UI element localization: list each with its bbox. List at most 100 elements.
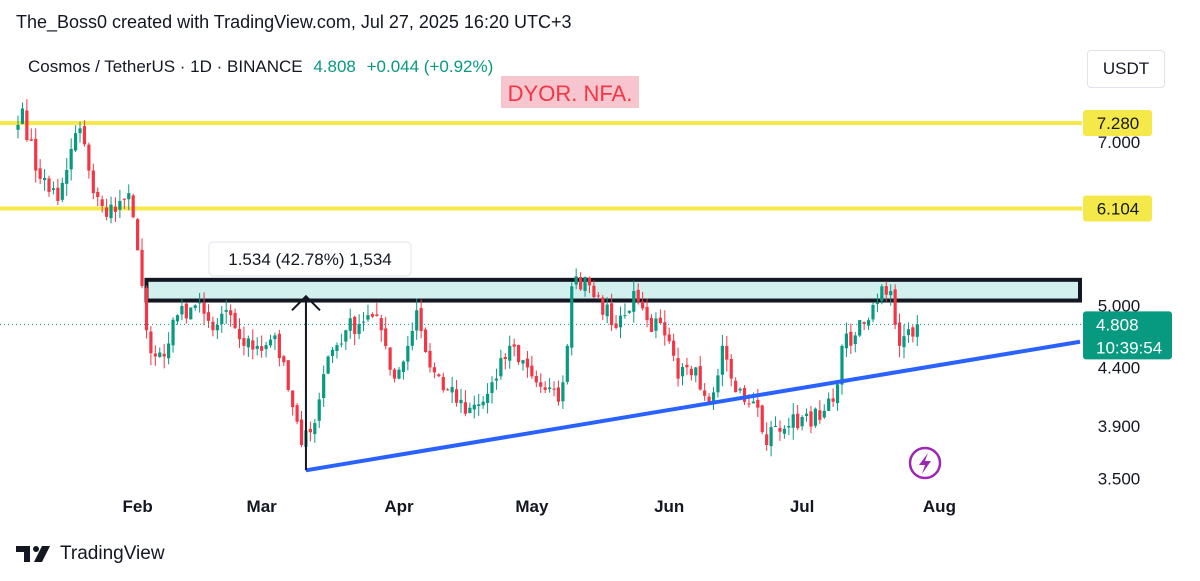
candle — [330, 347, 335, 364]
candle-body — [508, 345, 512, 361]
candle — [56, 178, 60, 205]
candle-body — [911, 327, 915, 337]
candle — [432, 362, 437, 379]
candle-body — [658, 317, 662, 324]
candle — [866, 317, 871, 331]
tradingview-logo[interactable]: TradingView — [16, 543, 165, 565]
candle — [796, 404, 800, 431]
lightning-icon-bolt — [919, 453, 931, 474]
candle — [579, 272, 583, 291]
candle-body — [813, 408, 817, 426]
candle-body — [47, 178, 51, 192]
candle — [463, 390, 468, 417]
candle-body — [167, 343, 171, 359]
candle-body — [118, 200, 122, 210]
candle-body — [91, 170, 95, 194]
candle-body — [796, 413, 800, 429]
candle-body — [282, 356, 286, 363]
candle — [596, 292, 600, 300]
candle — [680, 363, 685, 386]
candle-body — [596, 295, 600, 297]
candle — [167, 332, 171, 365]
candle — [339, 333, 343, 348]
candle — [884, 281, 888, 302]
candle — [109, 196, 113, 224]
candle-body — [153, 353, 157, 357]
candle-body — [184, 303, 188, 319]
currency-button[interactable]: USDT — [1087, 50, 1165, 88]
candle-body — [73, 133, 78, 151]
candle — [707, 393, 711, 403]
y-tick-label: 7.000 — [1098, 133, 1141, 152]
measure-label-box — [208, 241, 412, 277]
candle-body — [463, 402, 468, 414]
candle-body — [672, 340, 676, 356]
candle-body — [198, 302, 202, 304]
x-tick-label: Jul — [790, 497, 815, 516]
candle-body — [893, 289, 897, 325]
candle — [574, 268, 578, 290]
candle-body — [233, 312, 237, 329]
candle — [592, 280, 596, 299]
candle — [468, 402, 472, 414]
countdown-label: 10:39:54 — [1096, 338, 1162, 357]
candle-body — [375, 314, 379, 316]
candle-body — [756, 400, 760, 408]
y-tick-label: 4.400 — [1098, 358, 1141, 377]
candle — [357, 314, 361, 340]
candle-body — [548, 387, 552, 390]
candle — [446, 387, 450, 391]
candle-body — [574, 276, 578, 285]
candle-body — [481, 401, 485, 406]
candle-body — [707, 396, 711, 402]
candle-body — [720, 345, 724, 375]
candle-body — [760, 405, 764, 433]
candle — [291, 390, 295, 416]
candle — [525, 351, 530, 378]
candle — [809, 405, 813, 434]
tradingview-logo-icon — [16, 546, 50, 562]
candle-body — [419, 308, 423, 331]
candle — [725, 335, 729, 372]
candle-body — [818, 410, 822, 420]
candle-body — [512, 344, 516, 347]
candle-body — [884, 286, 888, 295]
candle — [853, 332, 857, 353]
candle — [423, 327, 428, 353]
candle-body — [51, 188, 56, 191]
candle-body — [902, 336, 906, 348]
candle — [251, 329, 255, 360]
candle — [698, 355, 702, 391]
candle-body — [499, 358, 503, 377]
candle-body — [211, 321, 215, 331]
level-badge-label: 7.280 — [1097, 114, 1140, 133]
candle-body — [689, 368, 693, 376]
candle-body — [516, 345, 521, 363]
candle — [742, 385, 747, 406]
symbol-name[interactable]: Cosmos / TetherUS · 1D · BINANCE — [28, 57, 303, 76]
candle — [711, 387, 716, 411]
candle — [34, 128, 38, 183]
candle — [641, 292, 645, 311]
candle-body — [729, 358, 733, 379]
candle — [406, 336, 410, 371]
candle — [636, 283, 640, 305]
candle-body — [78, 128, 82, 134]
candle — [388, 347, 392, 376]
candle — [782, 425, 786, 439]
candle-body — [423, 329, 428, 353]
candle-body — [778, 427, 782, 432]
candle-body — [503, 357, 507, 360]
candle-body — [592, 285, 596, 298]
chart-attribution: The_Boss0 created with TradingView.com, … — [16, 12, 572, 32]
candle-body — [415, 310, 419, 331]
candle — [694, 366, 698, 383]
level-badge — [1083, 195, 1152, 222]
candle — [105, 198, 109, 221]
time-axis: Feb Mar Apr May Jun Jul Aug — [122, 497, 955, 516]
candle — [548, 378, 552, 393]
candle — [344, 329, 348, 350]
candle-body — [144, 287, 149, 331]
candle-body — [136, 219, 140, 251]
